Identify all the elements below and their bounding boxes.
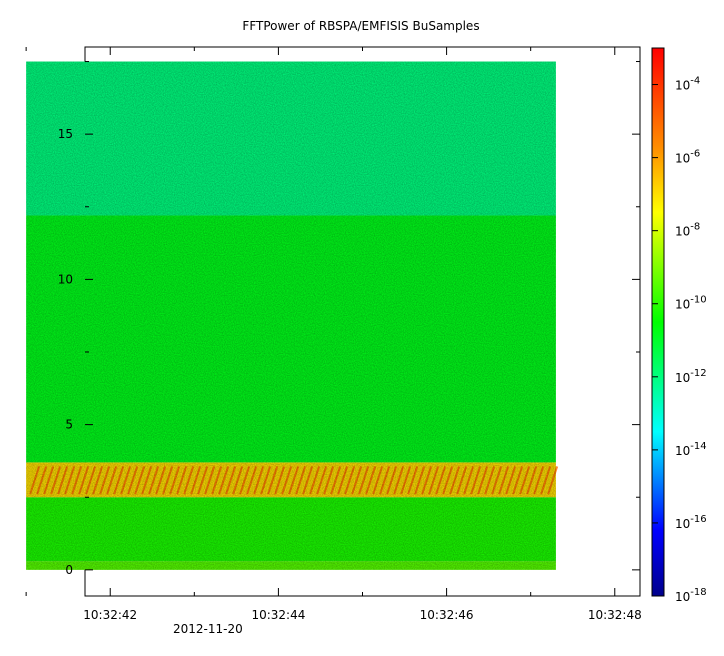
x-tick-label: 10:32:44 — [251, 608, 305, 622]
colorbar-tick-label: 10-6 — [675, 149, 700, 166]
x-tick-label: 10:32:46 — [420, 608, 474, 622]
colorbar-tick-label: 10-8 — [675, 222, 700, 239]
x-tick-label: 10:32:48 — [588, 608, 642, 622]
plot-area: 10:32:42 10:32:44 10:32:46 10:32:48 0 5 10 15 — [25, 46, 642, 622]
colorbar-tick-label: 10-18 — [675, 587, 707, 604]
colorbar-tick-label: 10-16 — [675, 514, 707, 531]
y-tick-label: 15 — [58, 127, 73, 141]
colorbar-tick-label: 10-10 — [675, 295, 707, 312]
x-axis: 10:32:42 10:32:44 10:32:46 10:32:48 — [25, 47, 642, 622]
chart-title: FFTPower of RBSPA/EMFISIS BuSamples — [242, 19, 479, 33]
colorbar-tick-label: 10-12 — [675, 368, 707, 385]
colorbar: 10-4 10-6 10-8 10-10 10-12 10-14 10-16 10-18 — [651, 47, 707, 604]
x-tick-label: 10:32:42 — [83, 608, 137, 622]
y-axis: 0 5 10 15 — [58, 61, 640, 577]
colorbar-tick-label: 10-14 — [675, 441, 707, 458]
spectrogram-image — [26, 61, 559, 570]
date-label: 2012-11-20 — [173, 622, 243, 636]
y-tick-label: 0 — [65, 563, 73, 577]
colorbar-tick-label: 10-4 — [675, 76, 700, 93]
spectrogram-grain — [26, 61, 556, 570]
y-tick-label: 10 — [58, 272, 73, 286]
colorbar-ticks: 10-4 10-6 10-8 10-10 10-12 10-14 10-16 10-18 — [652, 76, 707, 604]
y-tick-label: 5 — [65, 418, 73, 432]
colorbar-gradient — [651, 47, 665, 597]
